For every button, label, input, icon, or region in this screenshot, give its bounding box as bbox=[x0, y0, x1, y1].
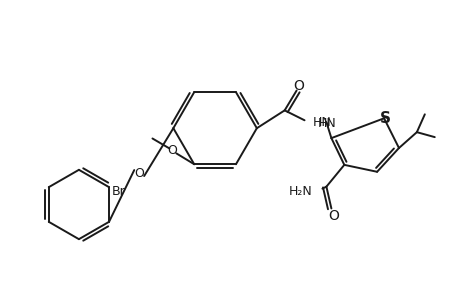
Text: Br: Br bbox=[112, 184, 125, 198]
Text: H₂N: H₂N bbox=[288, 185, 312, 198]
Text: O: O bbox=[292, 79, 303, 93]
Text: S: S bbox=[379, 111, 390, 126]
Text: O: O bbox=[327, 209, 338, 224]
Text: HN: HN bbox=[317, 117, 336, 130]
Text: O: O bbox=[167, 144, 177, 157]
Text: HN: HN bbox=[312, 116, 330, 129]
Text: O: O bbox=[134, 167, 144, 179]
